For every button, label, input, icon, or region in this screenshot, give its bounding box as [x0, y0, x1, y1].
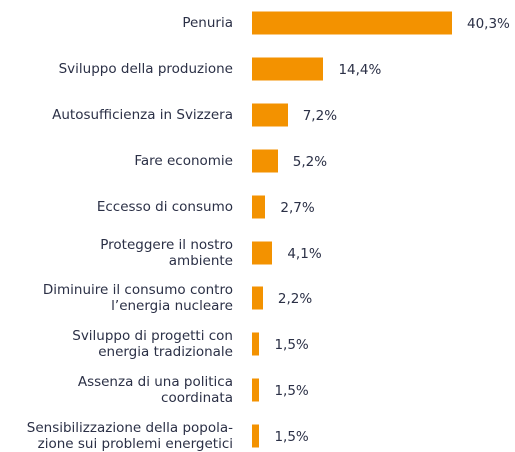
value-label: 2,2% [277, 291, 313, 308]
category-label: Sviluppo di progetti con energia tradizi… [72, 328, 233, 361]
value-label: 1,5% [274, 383, 309, 400]
bar [252, 149, 278, 173]
bar [252, 332, 260, 356]
bar [252, 378, 260, 402]
category-label: Proteggere il nostro ambiente [100, 236, 233, 269]
bar [252, 241, 273, 264]
category-label: Diminuire il consumo contro l’energia nu… [42, 282, 233, 315]
value-label: 2,7% [280, 199, 315, 216]
category-label: Autosufficienza in Svizzera [52, 106, 233, 123]
bar [252, 103, 288, 127]
value-label: 7,2% [302, 107, 338, 124]
category-label: Assenza di una politica coordinata [77, 374, 233, 407]
value-label: 5,2% [292, 153, 328, 170]
bar [252, 57, 324, 81]
value-label: 14,4% [338, 61, 382, 78]
value-label: 1,5% [274, 337, 309, 354]
value-label: 1,5% [274, 429, 309, 446]
category-label: Sensibilizzazione della popola- zione su… [26, 420, 233, 452]
category-label: Eccesso di consumo [96, 198, 233, 215]
category-label: Penuria [182, 15, 233, 31]
value-label: 4,1% [287, 245, 322, 262]
bar [252, 286, 263, 310]
value-label: 40,3% [467, 16, 510, 32]
bar [252, 195, 266, 219]
category-label: Fare economie [134, 152, 233, 169]
bar [252, 11, 452, 35]
bar [252, 424, 260, 448]
category-label: Sviluppo della produzione [58, 60, 233, 77]
